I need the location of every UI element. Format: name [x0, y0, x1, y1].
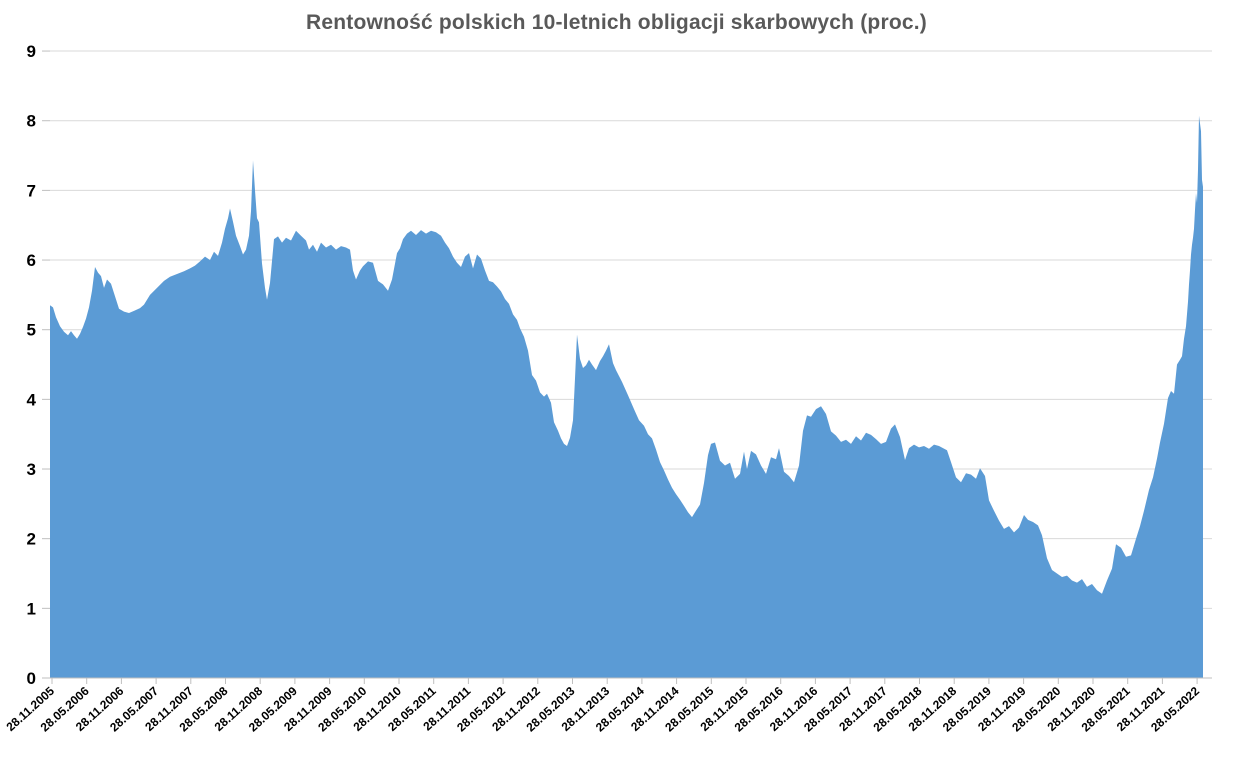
yield-area-series [50, 115, 1203, 679]
y-axis-label-8: 8 [27, 112, 36, 131]
y-axis-label-3: 3 [27, 460, 36, 479]
chart-title: Rentowność polskich 10-letnich obligacji… [306, 11, 927, 34]
y-axis-label-1: 1 [27, 599, 36, 618]
y-axis-label-7: 7 [27, 181, 36, 200]
y-axis-label-4: 4 [27, 390, 37, 409]
y-axis-label-9: 9 [27, 42, 36, 61]
y-axis-label-6: 6 [27, 251, 36, 270]
y-axis-label-5: 5 [27, 321, 36, 340]
y-axis-label-0: 0 [27, 669, 36, 688]
y-axis-label-2: 2 [27, 530, 36, 549]
